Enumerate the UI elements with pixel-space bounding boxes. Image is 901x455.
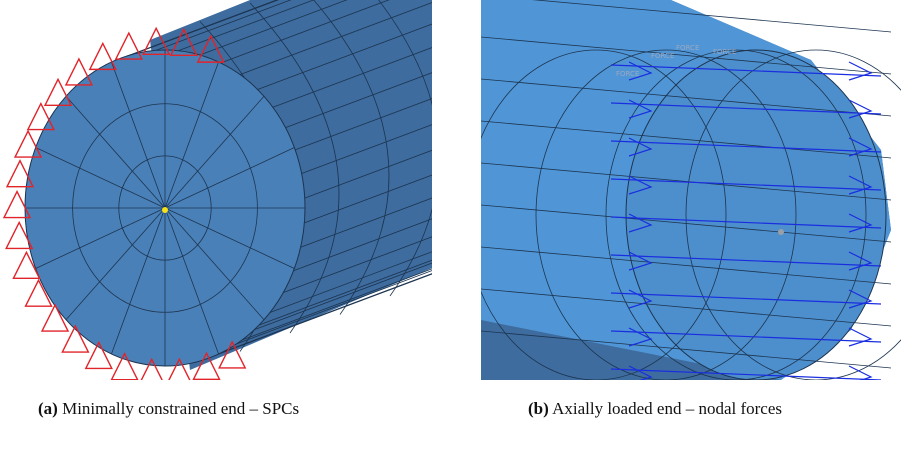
caption-label: (b) (528, 399, 549, 418)
center-node (162, 207, 168, 213)
force-label: FORCE (651, 52, 674, 60)
force-label: FORCE (676, 44, 699, 52)
figure-page: FORCE FORCE FORCE FORCE (a) Minimally co… (0, 0, 901, 455)
force-label: FORCE (713, 48, 736, 56)
caption-b: (b) Axially loaded end – nodal forces (528, 399, 782, 419)
force-arrow (849, 328, 871, 346)
image-b: FORCE FORCE FORCE FORCE (481, 0, 901, 380)
force-arrow (849, 366, 871, 380)
caption-text: Axially loaded end – nodal forces (552, 399, 782, 418)
caption-label: (a) (38, 399, 58, 418)
center-node (778, 229, 784, 235)
image-a (0, 0, 432, 380)
force-label: FORCE (616, 70, 639, 78)
caption-text: Minimally constrained end – SPCs (62, 399, 299, 418)
caption-a: (a) Minimally constrained end – SPCs (38, 399, 299, 419)
end-face (626, 50, 886, 380)
